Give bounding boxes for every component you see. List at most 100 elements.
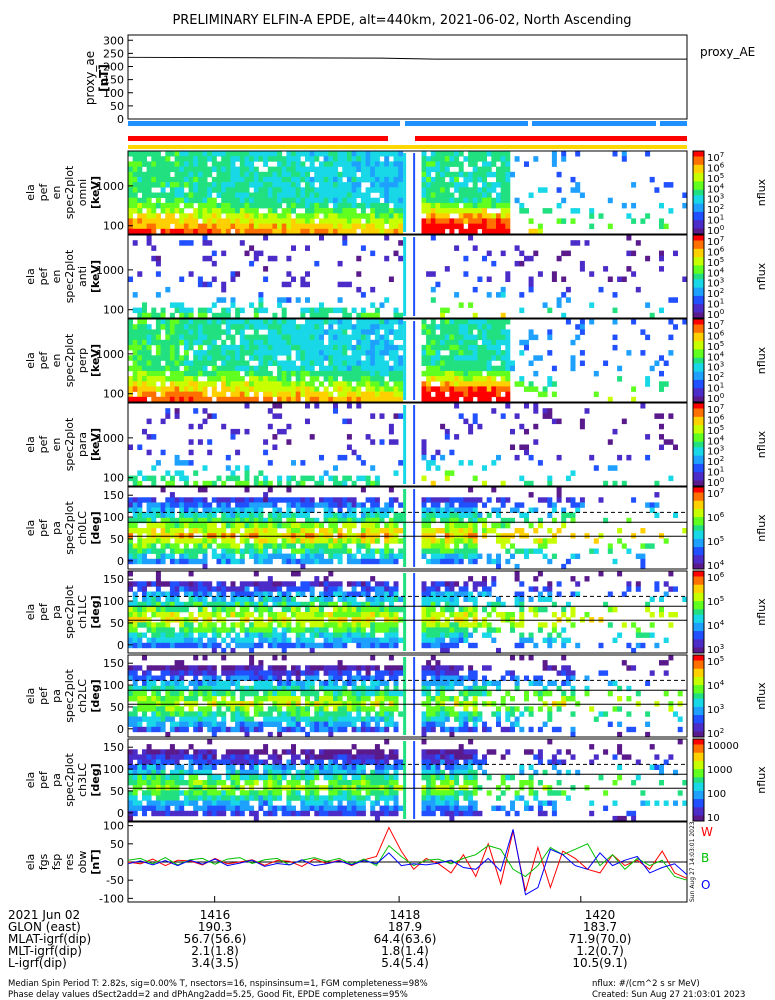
- spectrogram-cell: [435, 596, 441, 602]
- spectrogram-cell: [207, 360, 213, 366]
- spectrogram-cell: [444, 528, 450, 534]
- spectrogram-cell: [500, 156, 506, 162]
- spectrogram-cell: [197, 182, 203, 188]
- spectrogram-cell: [207, 182, 213, 188]
- spectrogram-cell: [365, 171, 371, 178]
- spectrogram-cell: [253, 228, 259, 235]
- spectrogram-cell: [174, 386, 180, 392]
- spectrogram-cell: [253, 522, 259, 529]
- spectrogram-cell: [202, 497, 208, 503]
- spectrogram-cell: [235, 197, 241, 204]
- spectrogram-ylabel-line: omni: [76, 179, 89, 206]
- colorbar-cell: [693, 405, 704, 409]
- spectrogram-cell: [547, 512, 553, 518]
- spectrogram-cell: [440, 647, 446, 654]
- spectrogram-cell: [323, 586, 329, 592]
- spectrogram-cell: [202, 563, 208, 570]
- spectrogram-cell: [211, 213, 217, 219]
- spectrogram-cell: [468, 386, 474, 392]
- spectrogram-cell: [137, 553, 143, 559]
- spectrogram-cell: [160, 632, 166, 638]
- spectrogram-cell: [626, 235, 632, 241]
- spectrogram-cell: [309, 228, 315, 235]
- spectrogram-cell: [337, 213, 343, 219]
- spectrogram-cell: [393, 197, 399, 204]
- spectrogram-cell: [193, 319, 199, 325]
- spectrogram-cell: [179, 606, 185, 613]
- spectrogram-cell: [319, 197, 324, 204]
- spectrogram-cell: [435, 396, 441, 403]
- spectrogram-cell: [179, 192, 185, 198]
- spectrogram-cell: [435, 376, 441, 382]
- spectrogram-cell: [360, 192, 366, 198]
- spectrogram-cell: [491, 218, 497, 224]
- spectrogram-cell: [319, 627, 324, 633]
- spectrogram-cell: [235, 391, 241, 398]
- spectrogram-cell: [137, 444, 143, 450]
- spectrogram-cell: [281, 512, 287, 518]
- spectrogram-cell: [277, 213, 283, 219]
- data-gap-band: [413, 153, 416, 232]
- spectrogram-cell: [211, 365, 217, 372]
- spectrogram-cell: [388, 376, 394, 382]
- spectrogram-cell: [496, 512, 501, 518]
- spectrogram-cell: [239, 612, 245, 618]
- spectrogram-cell: [128, 475, 133, 482]
- spectrogram-cell: [128, 276, 133, 282]
- spectrogram-cell: [472, 156, 478, 162]
- spectrogram-cell: [281, 365, 287, 372]
- region-bar-yellow: [128, 145, 687, 149]
- spectrogram-cell: [440, 538, 446, 544]
- spectrogram-cell: [579, 192, 585, 198]
- spectrogram-cell: [547, 558, 553, 565]
- spectrogram-cell: [202, 408, 208, 414]
- colorbar-cell: [693, 282, 704, 286]
- spectrogram-cell: [193, 507, 199, 513]
- spectrogram-cell: [253, 339, 259, 346]
- spectrogram-cell: [253, 166, 259, 173]
- spectrogram-cell: [360, 228, 366, 235]
- spectrogram-cell: [286, 182, 292, 188]
- spectrogram-tick-label: 100: [103, 388, 124, 401]
- spectrogram-cell: [319, 381, 324, 387]
- spectrogram-cell: [221, 297, 227, 303]
- spectrogram-cell: [253, 334, 259, 341]
- colorbar-cell: [693, 538, 704, 542]
- spectrogram-cell: [323, 192, 329, 198]
- spectrogram-cell: [640, 563, 646, 570]
- spectrogram-cell: [388, 522, 394, 529]
- spectrogram-cell: [346, 182, 352, 188]
- spectrogram-cell: [295, 171, 301, 178]
- spectrogram-cell: [519, 423, 525, 430]
- spectrogram-cell: [132, 480, 138, 487]
- spectrogram-cell: [281, 538, 287, 544]
- spectrogram-cell: [333, 208, 338, 214]
- spectrogram-cell: [169, 528, 175, 534]
- spectrogram-cell: [197, 176, 203, 183]
- spectrogram-cell: [249, 161, 255, 167]
- spectrogram-cell: [211, 413, 217, 419]
- spectrogram-cell: [142, 528, 147, 534]
- spectrogram-cell: [291, 543, 296, 549]
- spectrogram-cell: [291, 612, 296, 618]
- colorbar-cell: [693, 170, 704, 174]
- spectrogram-cell: [333, 606, 338, 613]
- spectrogram-cell: [430, 319, 436, 325]
- spectrogram-cell: [235, 324, 241, 330]
- spectrogram-cell: [491, 601, 497, 608]
- spectrogram-cell: [365, 522, 371, 529]
- spectrogram-cell: [314, 329, 320, 335]
- spectrogram-cell: [216, 202, 222, 209]
- spectrogram-cell: [179, 355, 185, 361]
- spectrogram-cell: [249, 151, 255, 157]
- spectrogram-cell: [281, 627, 287, 633]
- spectrogram-cell: [281, 182, 287, 188]
- spectrogram-cell: [202, 197, 208, 204]
- spectrogram-cell: [388, 586, 394, 592]
- spectrogram-cell: [384, 612, 390, 618]
- spectrogram-cell: [286, 218, 292, 224]
- spectrogram-cell: [458, 622, 464, 628]
- spectrogram-cell: [468, 350, 474, 356]
- spectrogram-cell: [146, 213, 152, 219]
- spectrogram-cell: [379, 350, 385, 356]
